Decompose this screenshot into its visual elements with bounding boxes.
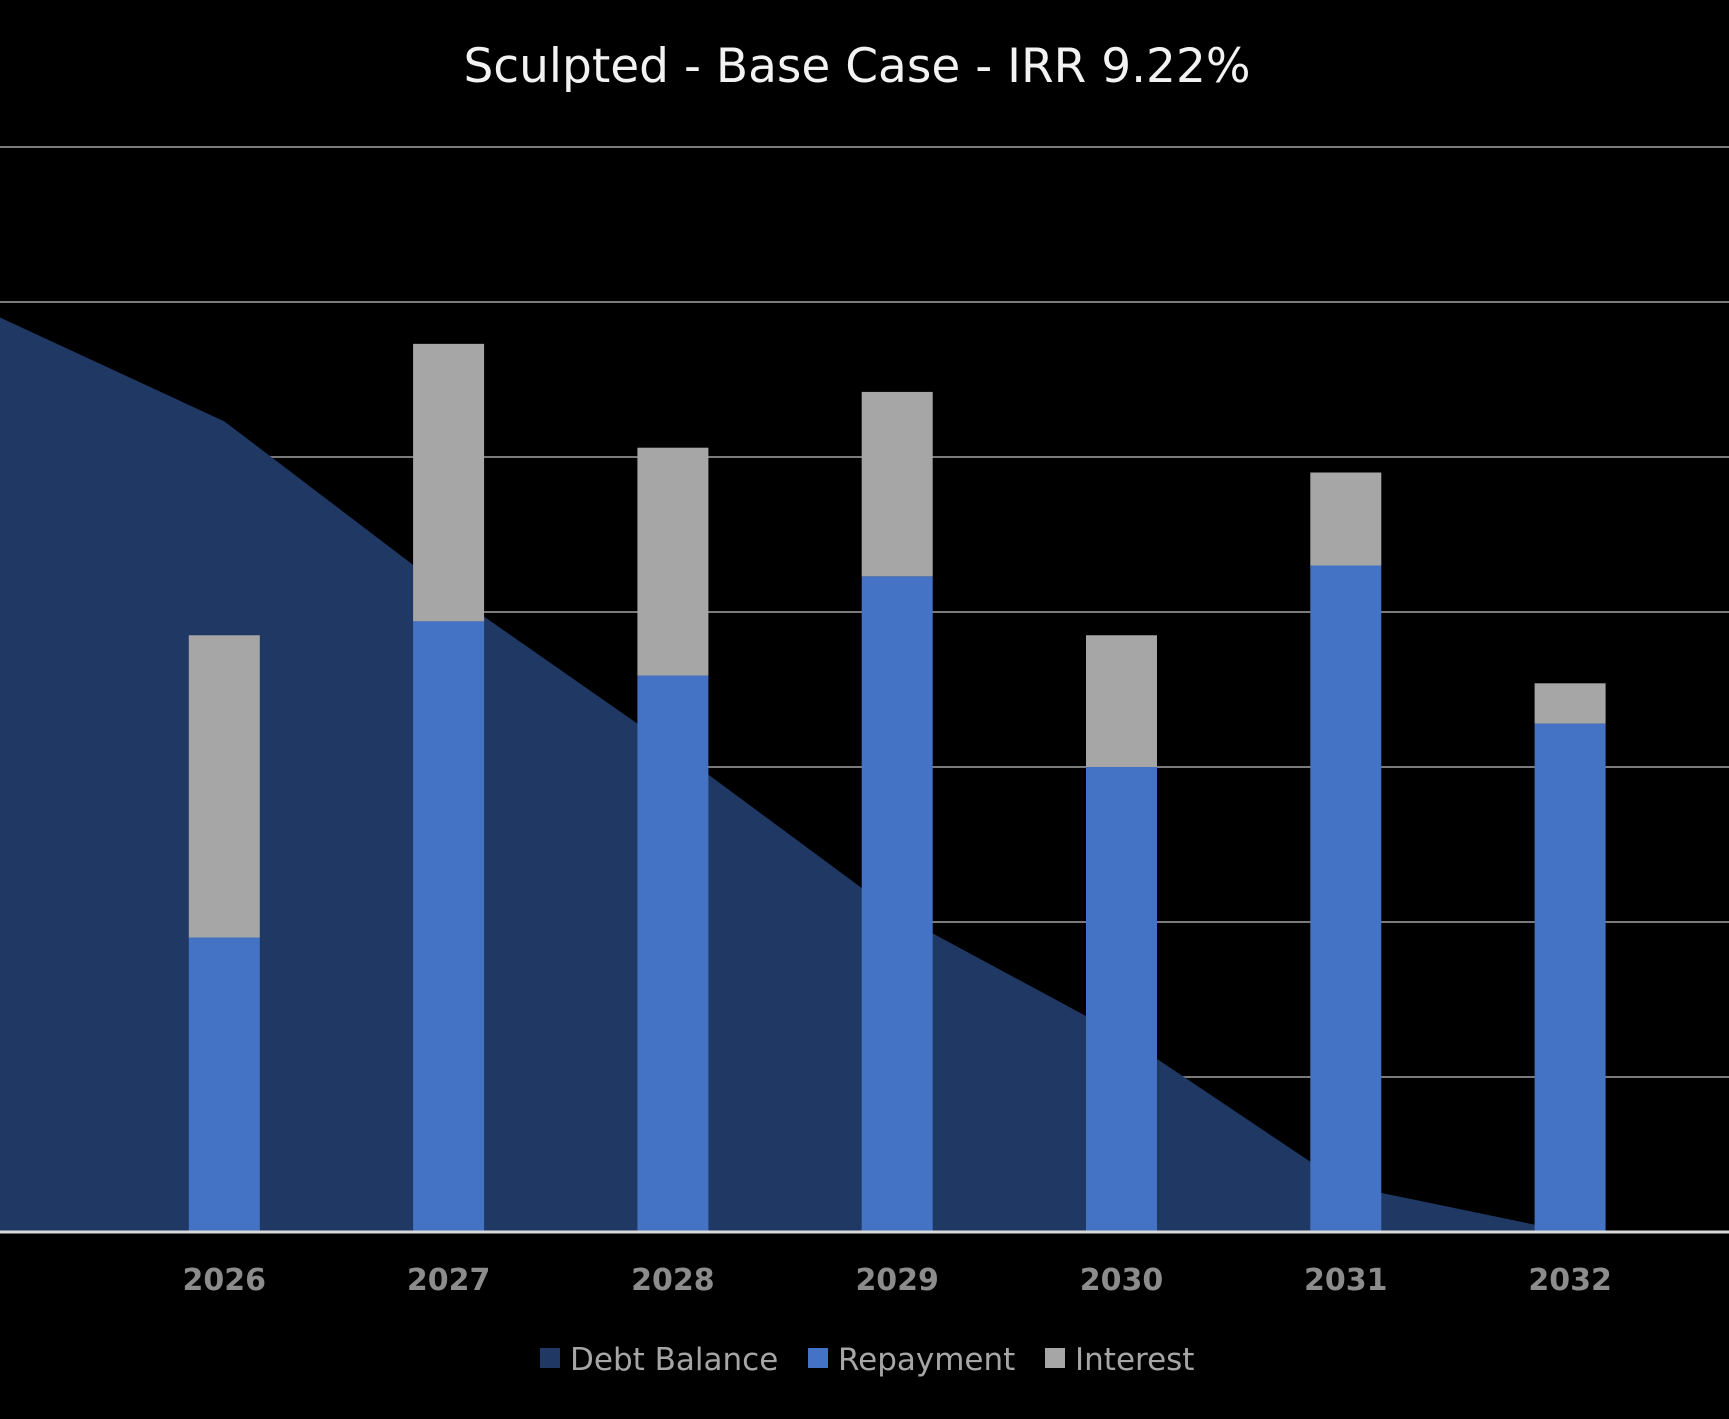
x-tick-label: 2030 [1080, 1263, 1164, 1298]
debt-balance-area [0, 317, 1571, 1232]
debt-balance-area-layer [0, 317, 1571, 1232]
bar-repayment-2030 [1086, 767, 1157, 1232]
x-tick-label: 2026 [183, 1263, 267, 1298]
x-tick-label: 2032 [1528, 1263, 1612, 1298]
bar-repayment-2031 [1310, 565, 1382, 1232]
bar-repayment-2027 [413, 621, 485, 1232]
legend-item-interest: Interest [1045, 1342, 1194, 1378]
bar-interest-2028 [637, 447, 709, 676]
legend-swatch [540, 1348, 560, 1368]
bar-repayment-2026 [188, 937, 260, 1232]
legend-item-debt-balance: Debt Balance [540, 1342, 778, 1378]
x-tick-label: 2028 [631, 1263, 715, 1298]
bar-interest-2030 [1086, 635, 1157, 767]
bar-repayment-2028 [637, 675, 709, 1232]
bar-repayment-2029 [861, 576, 933, 1232]
x-tick-label: 2031 [1304, 1263, 1388, 1298]
bar-interest-2029 [861, 391, 933, 577]
bar-repayment-2032 [1534, 723, 1606, 1232]
x-tick-label: 2029 [855, 1263, 939, 1298]
legend-swatch [1045, 1348, 1065, 1368]
bar-interest-2032 [1534, 683, 1606, 724]
bar-interest-2027 [413, 343, 485, 622]
bar-interest-2031 [1310, 472, 1382, 566]
legend-label: Repayment [838, 1342, 1015, 1378]
legend: Debt Balance Repayment Interest [540, 1342, 1194, 1378]
legend-item-repayment: Repayment [808, 1342, 1015, 1378]
chart-title: Sculpted - Base Case - IRR 9.22% [463, 39, 1250, 94]
legend-label: Debt Balance [570, 1342, 778, 1378]
x-tick-labels: 20262027202820292030203120322 [183, 1263, 1612, 1298]
legend-label: Interest [1075, 1342, 1194, 1378]
legend-swatch [808, 1348, 828, 1368]
bar-interest-2026 [188, 635, 260, 938]
x-tick-label: 2027 [407, 1263, 491, 1298]
bars [188, 343, 1606, 1232]
